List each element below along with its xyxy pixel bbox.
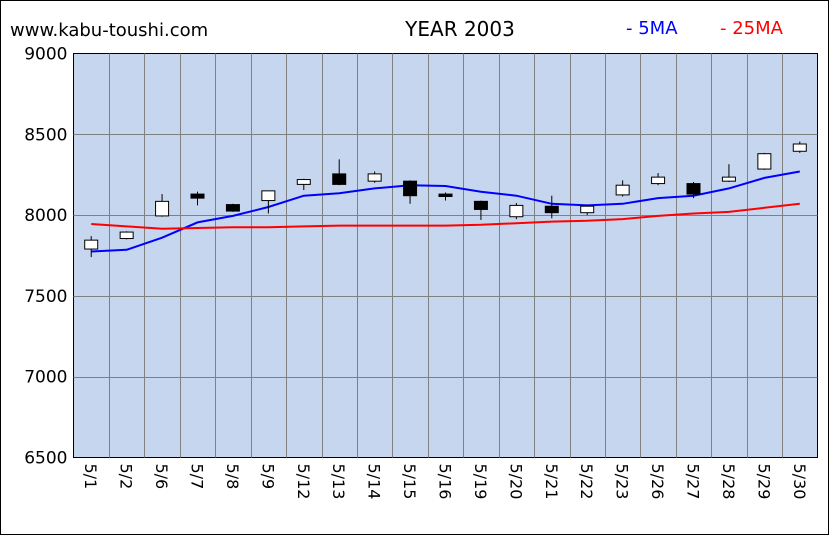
moving-average-lines — [91, 170, 800, 253]
candle-body — [190, 193, 205, 199]
site-label: www.kabu-toushi.com — [10, 20, 208, 41]
candle-body — [403, 180, 418, 197]
candle — [190, 191, 205, 206]
candle — [119, 231, 134, 240]
candle-body — [438, 193, 453, 198]
x-tick-label: 5/12 — [294, 464, 313, 500]
x-tick-label: 5/2 — [117, 464, 136, 490]
x-tick-label: 5/21 — [542, 464, 561, 500]
chart-title: YEAR 2003 — [404, 17, 515, 41]
ma-line-5ma — [91, 170, 800, 253]
candle — [261, 190, 276, 214]
x-tick-label: 5/6 — [152, 464, 171, 490]
x-tick-label: 5/30 — [790, 464, 809, 500]
candle — [155, 194, 170, 217]
y-tick-label: 7000 — [24, 368, 67, 388]
candle-body — [367, 173, 382, 182]
x-tick-label: 5/29 — [754, 464, 773, 500]
candle — [225, 203, 240, 212]
candle — [615, 180, 630, 197]
plot-area — [73, 53, 818, 458]
candle — [473, 200, 488, 220]
grid — [73, 53, 818, 458]
candle-body — [615, 184, 630, 196]
x-tick-label: 5/7 — [188, 464, 207, 490]
x-tick-label: 5/23 — [613, 464, 632, 500]
y-tick-label: 9000 — [24, 45, 67, 65]
ma-line-25ma — [91, 202, 800, 230]
candle — [296, 178, 311, 191]
candle — [403, 180, 418, 204]
y-axis-ticks: 9000 8500 8000 7500 7000 6500 — [24, 45, 67, 469]
candle-body — [155, 200, 170, 217]
candle-body — [686, 183, 701, 195]
x-tick-label: 5/27 — [684, 464, 703, 500]
y-tick-label: 6500 — [24, 449, 67, 469]
legend-entry: - 25MA — [720, 18, 784, 39]
candle-body — [84, 239, 99, 250]
candle-body — [544, 205, 559, 214]
candle — [757, 152, 772, 170]
candle — [544, 195, 559, 219]
candle-body — [757, 153, 772, 170]
legend-entry: - 5MA — [626, 18, 678, 39]
y-tick-label: 8500 — [24, 125, 67, 145]
x-tick-label: 5/9 — [258, 464, 277, 490]
x-tick-label: 5/16 — [436, 464, 455, 500]
candle-body — [296, 179, 311, 185]
candle — [509, 202, 524, 220]
candle-body — [332, 173, 347, 185]
candle — [792, 141, 807, 153]
y-tick-label: 8000 — [24, 206, 67, 226]
candle — [84, 236, 99, 258]
x-tick-label: 5/19 — [471, 464, 490, 500]
x-tick-label: 5/26 — [648, 464, 667, 500]
x-tick-label: 5/22 — [577, 464, 596, 500]
x-tick-label: 5/8 — [223, 464, 242, 490]
x-tick-label: 5/1 — [81, 464, 100, 490]
candle-body — [792, 143, 807, 152]
x-tick-label: 5/20 — [506, 464, 525, 500]
candle — [332, 159, 347, 186]
candle — [686, 181, 701, 199]
x-tick-label: 5/14 — [365, 464, 384, 500]
x-axis-ticks: 5/1 5/2 5/6 5/7 5/8 5/9 5/12 5/13 5/14 5/15 5/16 5/… — [81, 464, 809, 500]
candle — [651, 173, 666, 186]
candle-body — [261, 190, 276, 202]
candle-body — [509, 204, 524, 218]
x-tick-label: 5/15 — [400, 464, 419, 500]
y-tick-label: 7500 — [24, 287, 67, 307]
candles — [84, 141, 807, 258]
candle-body — [580, 205, 595, 214]
legend: - 5MA - 25MA — [626, 18, 784, 39]
x-tick-label: 5/28 — [719, 464, 738, 500]
candle-body — [651, 176, 666, 185]
candle — [721, 164, 736, 182]
candle-body — [721, 176, 736, 182]
x-tick-label: 5/13 — [329, 464, 348, 500]
candle — [580, 204, 595, 216]
candle — [367, 171, 382, 183]
candle-body — [119, 231, 134, 240]
candle-body — [225, 204, 240, 212]
candle — [438, 192, 453, 201]
candle-body — [473, 200, 488, 210]
